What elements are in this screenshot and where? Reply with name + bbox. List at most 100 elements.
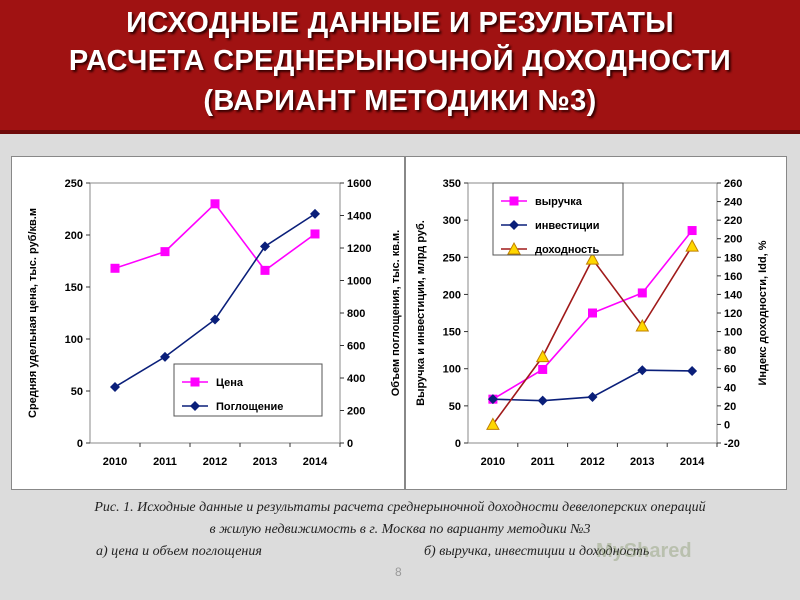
data-point-выручка bbox=[538, 364, 548, 374]
y-tick-label: 250 bbox=[65, 178, 83, 190]
data-point-доходность bbox=[486, 417, 500, 430]
y2-tick-label: 140 bbox=[724, 289, 742, 301]
data-point-Цена bbox=[310, 229, 320, 239]
legend-label-доходность: доходность bbox=[535, 244, 600, 256]
y2-tick-label: 400 bbox=[347, 373, 365, 385]
data-point-Цена bbox=[210, 199, 220, 209]
series-line-Поглощение bbox=[114, 213, 316, 388]
y2-tick-label: 60 bbox=[724, 364, 736, 376]
y2-tick-label: 220 bbox=[724, 215, 742, 227]
y2-tick-label: -20 bbox=[724, 438, 740, 450]
x-tick-label: 2011 bbox=[153, 456, 177, 468]
legend-label-инвестиции: инвестиции bbox=[535, 220, 600, 232]
y-tick-label: 50 bbox=[71, 386, 83, 398]
y2-tick-label: 600 bbox=[347, 341, 365, 353]
y-tick-label: 150 bbox=[443, 327, 461, 339]
data-point-выручка bbox=[687, 226, 697, 236]
y-tick-label: 0 bbox=[455, 438, 461, 450]
y2-tick-label: 260 bbox=[724, 178, 742, 190]
y2-tick-label: 80 bbox=[724, 345, 736, 357]
y2-tick-label: 0 bbox=[347, 438, 353, 450]
legend-label-выручка: выручка bbox=[535, 196, 583, 208]
data-point-Поглощение bbox=[110, 381, 120, 392]
slide-title-line-2: РАСЧЕТА СРЕДНЕРЫНОЧНОЙ ДОХОДНОСТИ bbox=[68, 45, 732, 77]
data-point-доходность bbox=[685, 239, 699, 252]
title-banner-stripe bbox=[0, 130, 800, 134]
y2-tick-label: 1200 bbox=[347, 243, 371, 255]
y-tick-label: 100 bbox=[65, 334, 83, 346]
y2-tick-label: 200 bbox=[724, 234, 742, 246]
data-point-Поглощение bbox=[210, 314, 220, 325]
data-point-доходность bbox=[585, 252, 600, 265]
data-point-Поглощение bbox=[260, 241, 270, 252]
data-point-Цена bbox=[260, 265, 270, 275]
data-point-инвестиции bbox=[687, 365, 698, 376]
figure-caption-b: б) выручка, инвестиции и доходность bbox=[424, 544, 650, 559]
x-tick-label: 2012 bbox=[203, 456, 227, 468]
y2-tick-label: 1600 bbox=[347, 178, 371, 190]
data-point-выручка bbox=[637, 288, 647, 298]
y2-tick-label: 0 bbox=[724, 419, 730, 431]
y2-tick-label: 200 bbox=[347, 406, 365, 418]
data-point-Цена bbox=[160, 247, 170, 257]
figure-caption-line-1: Рис. 1. Исходные данные и результаты рас… bbox=[94, 500, 706, 515]
x-tick-label: 2012 bbox=[580, 456, 604, 468]
y-tick-label: 200 bbox=[443, 289, 461, 301]
y2-tick-label: 180 bbox=[724, 252, 742, 264]
data-point-инвестиции bbox=[637, 365, 648, 376]
data-point-инвестиции bbox=[487, 394, 498, 405]
data-point-инвестиции bbox=[537, 395, 548, 406]
x-tick-label: 2014 bbox=[303, 456, 328, 468]
x-tick-label: 2010 bbox=[481, 456, 505, 468]
y-tick-label: 300 bbox=[443, 215, 461, 227]
page-number: 8 bbox=[395, 565, 402, 579]
legend-marker-выручка bbox=[509, 196, 519, 206]
legend-marker-доходность bbox=[507, 241, 521, 255]
y2-tick-label: 1400 bbox=[347, 211, 371, 223]
x-tick-label: 2013 bbox=[630, 456, 654, 468]
legend-label-Поглощение: Поглощение bbox=[216, 401, 283, 413]
chart-panel-revenue-investment-yield: 0 50 100 150 200 250 300 350 -20 0 20 40 60 80 100 120 1… bbox=[405, 156, 787, 490]
y2-tick-label: 800 bbox=[347, 308, 365, 320]
y-tick-label: 50 bbox=[449, 401, 461, 413]
y2-tick-label: 1000 bbox=[347, 276, 371, 288]
legend-box bbox=[173, 363, 323, 417]
y-tick-label: 350 bbox=[443, 178, 461, 190]
legend-marker-инвестиции bbox=[509, 220, 519, 230]
legend-marker-Цена bbox=[190, 377, 200, 387]
legend-label-Цена: Цена bbox=[216, 377, 244, 389]
chart-price-absorption: 0 50 100 150 200 250 0 200 400 600 800 1000 1200 1400… bbox=[27, 178, 402, 468]
slide-title-line-3: (ВАРИАНТ МЕТОДИКИ №3) bbox=[203, 85, 597, 117]
x-tick-label: 2014 bbox=[680, 456, 705, 468]
y2-tick-label: 100 bbox=[724, 327, 742, 339]
x-tick-label: 2011 bbox=[531, 456, 555, 468]
data-point-доходность bbox=[635, 318, 650, 332]
x-tick-label: 2013 bbox=[253, 456, 277, 468]
title-banner bbox=[0, 0, 800, 130]
data-point-доходность bbox=[535, 349, 550, 363]
data-point-Цена bbox=[110, 263, 120, 273]
slide-title-line-1: ИСХОДНЫЕ ДАННЫЕ И РЕЗУЛЬТАТЫ bbox=[126, 7, 674, 39]
series-line-Цена bbox=[114, 202, 316, 272]
y-tick-label: 150 bbox=[65, 282, 83, 294]
y2-axis-label: Индекс доходности, Idd, % bbox=[757, 240, 769, 385]
y2-tick-label: 240 bbox=[724, 197, 742, 209]
chart-panel-price-absorption: 0 50 100 150 200 250 0 200 400 600 800 1000 1200 1400… bbox=[11, 156, 405, 490]
chart-revenue-investment-yield: 0 50 100 150 200 250 300 350 -20 0 20 40 60 80 100 120 1… bbox=[415, 178, 769, 468]
legend-marker-Поглощение bbox=[190, 401, 200, 411]
y-axis-label: Выручка и инвестиции, млрд руб. bbox=[415, 220, 427, 406]
y2-tick-label: 160 bbox=[724, 271, 742, 283]
data-point-выручка bbox=[588, 308, 597, 318]
y2-axis-label: Объем поглощения, тыс. кв.м. bbox=[390, 230, 402, 397]
y-tick-label: 0 bbox=[77, 438, 83, 450]
y-axis-label: Средняя удельная цена, тыс. руб/кв.м bbox=[27, 208, 39, 418]
y2-tick-label: 20 bbox=[724, 401, 736, 413]
x-tick-label: 2010 bbox=[103, 456, 127, 468]
legend-box bbox=[492, 182, 624, 256]
y-tick-label: 100 bbox=[443, 364, 461, 376]
y2-tick-label: 120 bbox=[724, 308, 742, 320]
data-point-Поглощение bbox=[310, 208, 320, 219]
y-tick-label: 200 bbox=[65, 230, 83, 242]
y2-tick-label: 40 bbox=[724, 382, 736, 394]
figure-caption-a: а) цена и объем поглощения bbox=[96, 544, 262, 559]
